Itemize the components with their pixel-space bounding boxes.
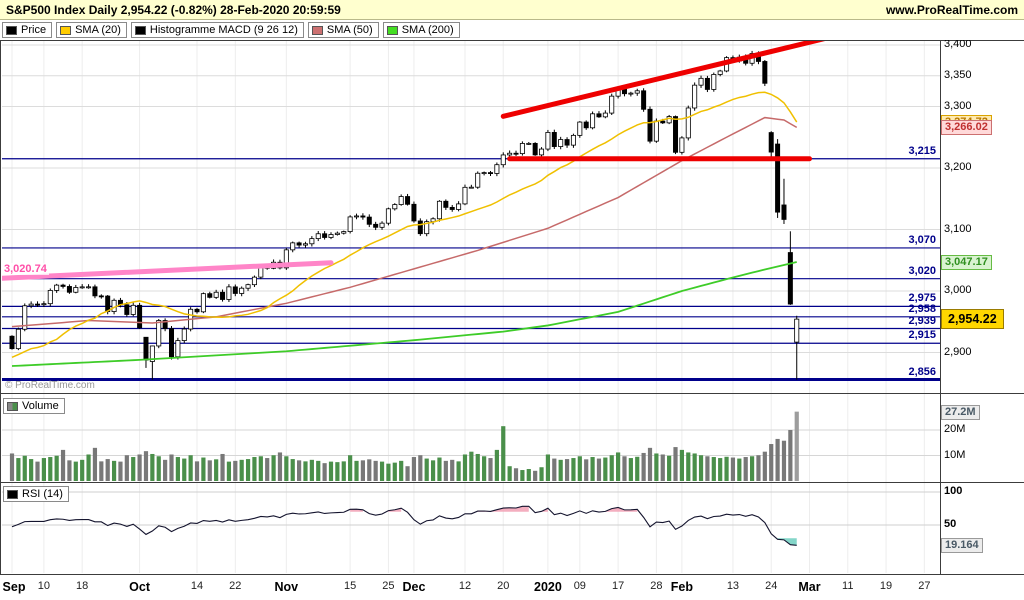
price-pane-top-border bbox=[0, 40, 1024, 41]
support-level-label: 2,939 bbox=[908, 314, 936, 327]
last-price-badge: 2,954.22 bbox=[941, 309, 1004, 330]
x-axis-label: 20 bbox=[497, 580, 510, 592]
price-axis-label: 3,300 bbox=[944, 99, 972, 112]
x-axis-label: 19 bbox=[879, 580, 893, 592]
x-axis-label: 2020 bbox=[534, 580, 562, 594]
volume-swatch-icon bbox=[7, 401, 18, 411]
legend-item-label: Price bbox=[21, 24, 47, 36]
rsi-xaxis-border bbox=[0, 574, 1024, 575]
sma-50-swatch-icon bbox=[311, 25, 323, 35]
legend-item-sma-20[interactable]: SMA (20) bbox=[56, 22, 127, 38]
legend-item-label: Histogramme MACD (9 26 12) bbox=[149, 24, 298, 36]
pink-line-label: 3,020.74 bbox=[2, 263, 49, 276]
x-axis-label: 12 bbox=[458, 580, 472, 592]
support-level-label: 2,856 bbox=[908, 365, 936, 378]
website-link[interactable]: www.ProRealTime.com bbox=[885, 2, 1018, 17]
x-axis-label: Feb bbox=[670, 580, 694, 594]
sma200-value-badge: 3,047.17 bbox=[941, 254, 992, 270]
price-axis-label: 2,900 bbox=[944, 345, 972, 358]
x-axis-label: 28 bbox=[650, 580, 663, 592]
legend-item-label: SMA (200) bbox=[401, 24, 454, 36]
volume-bars[interactable] bbox=[9, 411, 799, 481]
rsi-legend[interactable]: RSI (14) bbox=[3, 486, 69, 502]
sma50-value-badge: 3,266.02 bbox=[941, 120, 992, 136]
rsi-legend-label: RSI (14) bbox=[22, 488, 63, 500]
sma50-line bbox=[11, 116, 798, 328]
drawn-trendlines[interactable] bbox=[2, 38, 830, 281]
header-bar: S&P500 Index Daily 2,954.22 (-0.82%) 28-… bbox=[0, 0, 1024, 20]
indicator-legend-row: Price SMA (20) Histogramme MACD (9 26 12) S… bbox=[0, 20, 1024, 40]
left-border bbox=[0, 40, 1, 574]
support-level-label: 3,070 bbox=[908, 233, 936, 246]
x-axis-label: 09 bbox=[573, 580, 586, 592]
x-axis-label: 11 bbox=[842, 580, 854, 592]
volume-last-badge: 27.2M bbox=[941, 404, 980, 420]
x-axis-label: Mar bbox=[798, 580, 821, 594]
moving-average-lines[interactable] bbox=[11, 91, 798, 367]
legend-item-histogramme-macd-9-26-12[interactable]: Histogramme MACD (9 26 12) bbox=[130, 22, 304, 38]
sma-200-swatch-icon bbox=[386, 25, 398, 35]
trendline-rising-resistance bbox=[500, 40, 830, 119]
price-axis-label: 3,000 bbox=[944, 284, 972, 296]
x-axis-label: Dec bbox=[402, 580, 426, 594]
x-axis-label: 27 bbox=[918, 580, 931, 592]
sma-20-swatch-icon bbox=[60, 25, 72, 35]
x-axis-label: 22 bbox=[229, 580, 242, 592]
volume-legend[interactable]: Volume bbox=[3, 398, 65, 414]
x-axis-label: 10 bbox=[37, 580, 51, 592]
rsi-last-badge: 19.164 bbox=[941, 538, 983, 554]
x-axis-label: 25 bbox=[382, 580, 395, 592]
legend-item-label: SMA (50) bbox=[326, 24, 373, 36]
x-axis-label: 15 bbox=[344, 580, 357, 592]
price-volume-border bbox=[0, 393, 1024, 394]
support-level-label: 2,915 bbox=[908, 329, 936, 342]
rsi-line[interactable] bbox=[11, 505, 797, 546]
legend-item-price[interactable]: Price bbox=[2, 22, 53, 38]
legend-item-label: SMA (20) bbox=[75, 24, 121, 36]
x-axis-label: 17 bbox=[611, 580, 625, 592]
x-axis-label: 18 bbox=[76, 580, 89, 592]
x-axis-label: 24 bbox=[765, 580, 778, 592]
x-axis-label: Oct bbox=[129, 580, 151, 594]
chart-title: S&P500 Index Daily 2,954.22 (-0.82%) 28-… bbox=[6, 2, 341, 17]
rsi-axis-label: 50 bbox=[944, 518, 957, 530]
rsi-swatch-icon bbox=[7, 489, 18, 499]
support-level-label: 2,975 bbox=[908, 292, 936, 305]
histogramme-macd-9-26-12-swatch-icon bbox=[134, 25, 146, 35]
volume-legend-label: Volume bbox=[22, 400, 59, 412]
price-axis-label: 3,350 bbox=[944, 68, 972, 81]
volume-axis-label: 10M bbox=[944, 448, 966, 461]
support-level-label: 3,020 bbox=[908, 264, 936, 277]
x-axis-label: 14 bbox=[190, 580, 204, 592]
sma200-line bbox=[11, 261, 797, 367]
price-swatch-icon bbox=[6, 25, 17, 35]
x-axis-label: Sep bbox=[2, 580, 26, 594]
price-axis-label: 3,400 bbox=[944, 38, 972, 50]
price-axis-label: 3,200 bbox=[944, 161, 972, 173]
x-axis-label: Nov bbox=[274, 580, 299, 594]
price-axis-label: 3,100 bbox=[944, 222, 972, 235]
sma20-line bbox=[11, 91, 798, 359]
rsi-axis-label: 100 bbox=[944, 485, 963, 497]
price-axis-border bbox=[940, 40, 941, 574]
candlestick-series[interactable] bbox=[9, 50, 800, 380]
support-level-label: 2,958 bbox=[908, 302, 936, 315]
legend-item-sma-50[interactable]: SMA (50) bbox=[307, 22, 379, 38]
x-axis-label: 13 bbox=[726, 580, 740, 592]
prorealtime-watermark: © ProRealTime.com bbox=[5, 380, 95, 391]
legend-item-sma-200[interactable]: SMA (200) bbox=[382, 22, 460, 38]
support-level-label: 3,215 bbox=[908, 144, 936, 157]
volume-rsi-border bbox=[0, 482, 1024, 483]
horizontal-gridlines bbox=[2, 44, 940, 526]
trendline-pink-support bbox=[2, 260, 334, 281]
volume-axis-label: 20M bbox=[944, 423, 966, 435]
